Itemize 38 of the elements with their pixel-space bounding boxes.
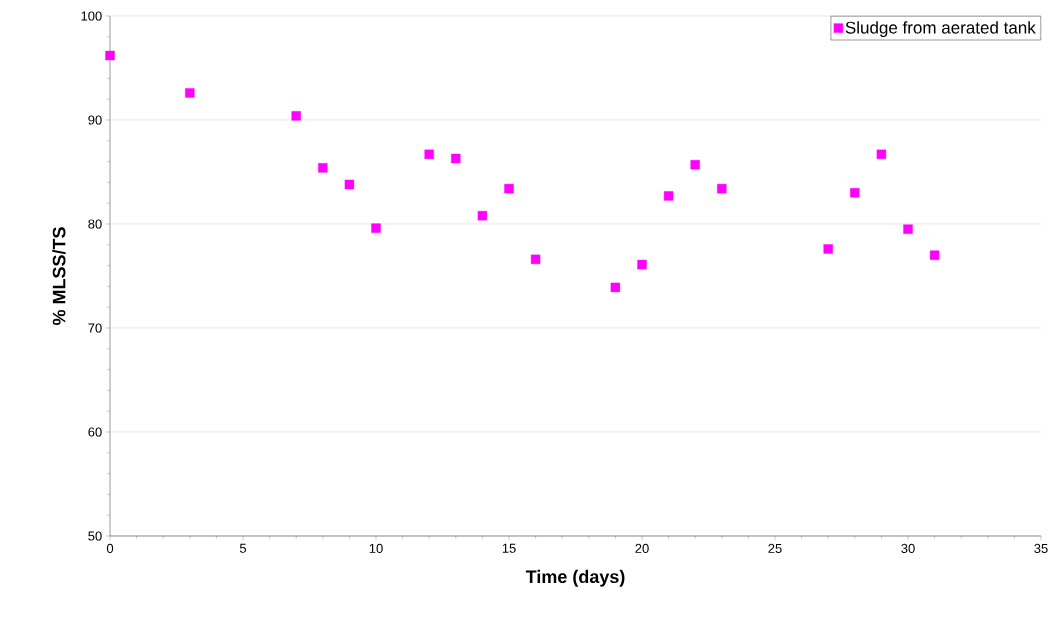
y-tick-label: 50 xyxy=(88,531,102,541)
point xyxy=(823,244,833,254)
legend-label: Sludge from aerated tank xyxy=(845,21,1036,38)
y-tick-label: 70 xyxy=(88,323,102,333)
y-axis-title: % MLSS/TS xyxy=(52,227,66,326)
point xyxy=(424,149,434,160)
point xyxy=(850,188,860,198)
y-tick-label: 60 xyxy=(88,427,102,437)
y-tick-label: 80 xyxy=(88,219,102,229)
point xyxy=(318,163,328,173)
point xyxy=(610,282,621,293)
point xyxy=(530,254,541,265)
point xyxy=(291,111,301,121)
point xyxy=(929,250,940,260)
point xyxy=(637,259,647,270)
point xyxy=(717,183,727,194)
point xyxy=(903,224,913,234)
x-tick-label: 15 xyxy=(502,543,516,553)
point xyxy=(876,149,887,160)
point xyxy=(451,153,461,164)
x-tick-label: 30 xyxy=(901,543,915,553)
point xyxy=(344,179,355,190)
x-tick-label: 20 xyxy=(635,543,649,553)
point xyxy=(663,191,674,201)
point xyxy=(504,183,514,194)
x-tick-label: 5 xyxy=(239,543,247,553)
point xyxy=(105,50,115,61)
point xyxy=(690,160,700,170)
x-tick-label: 35 xyxy=(1034,543,1048,553)
point xyxy=(185,88,195,98)
x-tick-label: 0 xyxy=(106,543,114,553)
y-tick-label: 90 xyxy=(88,115,102,125)
x-axis-title: Time (days) xyxy=(525,569,625,587)
x-tick-label: 10 xyxy=(369,543,383,553)
y-tick-label: 100 xyxy=(81,11,102,21)
point xyxy=(477,210,488,221)
point xyxy=(371,223,381,233)
x-tick-label: 25 xyxy=(768,543,782,553)
